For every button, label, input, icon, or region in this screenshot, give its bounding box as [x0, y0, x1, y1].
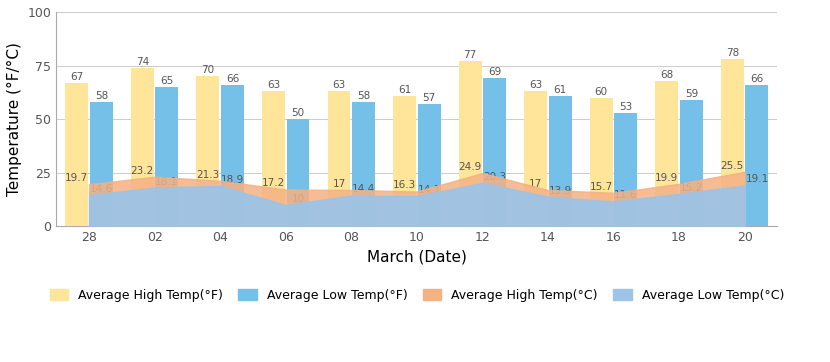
Bar	[328, 91, 350, 226]
Text: 18.1: 18.1	[155, 177, 178, 186]
Bar	[66, 83, 88, 226]
Bar	[745, 85, 769, 226]
Text: 63: 63	[529, 80, 542, 90]
Text: 59: 59	[685, 89, 698, 99]
Bar	[417, 104, 441, 226]
Text: 66: 66	[750, 74, 764, 84]
Text: 70: 70	[202, 65, 214, 75]
Bar	[614, 113, 637, 226]
Bar	[721, 59, 744, 226]
Text: 16.3: 16.3	[393, 180, 416, 190]
Text: 61: 61	[554, 84, 567, 94]
Text: 19.9: 19.9	[655, 173, 678, 183]
Text: 66: 66	[226, 74, 239, 84]
Text: 14.6: 14.6	[90, 184, 113, 194]
Text: 69: 69	[488, 67, 501, 77]
Text: 20.3: 20.3	[483, 172, 506, 182]
Text: 74: 74	[135, 56, 149, 67]
Text: 15.7: 15.7	[589, 182, 613, 191]
Text: 10: 10	[291, 194, 305, 204]
Text: 61: 61	[398, 84, 411, 94]
Bar	[221, 85, 244, 226]
Text: 14.4: 14.4	[352, 185, 375, 194]
Text: 77: 77	[463, 50, 476, 60]
Y-axis label: Temperature (°F/°C): Temperature (°F/°C)	[7, 42, 22, 196]
Text: 19.7: 19.7	[65, 173, 88, 183]
Legend: Average High Temp(°F), Average Low Temp(°F), Average High Temp(°C), Average Low : Average High Temp(°F), Average Low Temp(…	[50, 289, 784, 302]
Bar	[680, 100, 703, 226]
Text: 50: 50	[291, 108, 305, 118]
Bar	[286, 119, 310, 226]
Text: 19.1: 19.1	[745, 174, 769, 184]
Text: 60: 60	[594, 87, 608, 97]
Text: 67: 67	[70, 72, 83, 82]
Bar	[352, 102, 375, 226]
Bar	[656, 81, 678, 226]
Bar	[197, 76, 219, 226]
Text: 21.3: 21.3	[196, 170, 219, 180]
X-axis label: March (Date): March (Date)	[367, 250, 466, 265]
Text: 63: 63	[332, 80, 345, 90]
Bar	[483, 79, 506, 226]
Bar	[549, 96, 572, 226]
Text: 63: 63	[266, 80, 280, 90]
Text: 58: 58	[357, 91, 370, 101]
Text: 17.2: 17.2	[261, 178, 285, 189]
Text: 15.2: 15.2	[680, 183, 703, 193]
Text: 17: 17	[529, 179, 542, 189]
Bar	[525, 91, 547, 226]
Bar	[155, 87, 178, 226]
Text: 18.9: 18.9	[221, 175, 244, 185]
Text: 57: 57	[422, 93, 436, 103]
Text: 13.9: 13.9	[549, 186, 572, 195]
Text: 78: 78	[725, 48, 739, 58]
Bar	[131, 68, 154, 226]
Text: 53: 53	[619, 102, 632, 112]
Text: 65: 65	[160, 76, 173, 86]
Text: 17: 17	[332, 179, 345, 189]
Bar	[459, 61, 481, 226]
Text: 58: 58	[95, 91, 108, 101]
Bar	[90, 102, 113, 226]
Text: 25.5: 25.5	[720, 161, 744, 171]
Bar	[393, 96, 416, 226]
Text: 11.6: 11.6	[614, 190, 637, 201]
Bar	[590, 98, 613, 226]
Text: 23.2: 23.2	[130, 165, 154, 176]
Text: 68: 68	[660, 70, 673, 80]
Text: 24.9: 24.9	[458, 162, 481, 172]
Text: 14.1: 14.1	[417, 185, 441, 195]
Bar	[262, 91, 285, 226]
